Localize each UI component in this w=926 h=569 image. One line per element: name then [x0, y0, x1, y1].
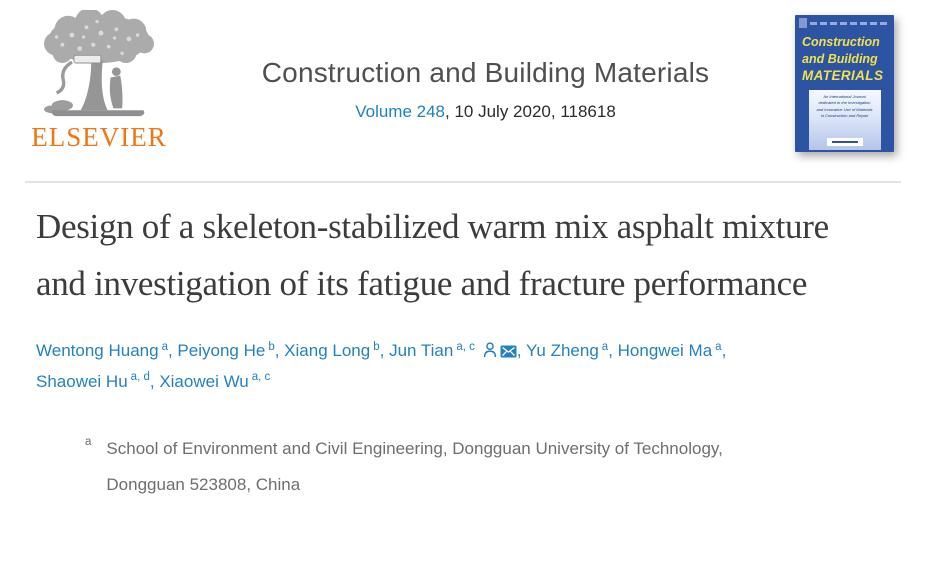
- author-separator: ,: [379, 341, 390, 361]
- header-divider: [25, 181, 901, 183]
- author-separator: ,: [274, 341, 285, 361]
- corresponding-author-email-icon[interactable]: [500, 345, 517, 358]
- elsevier-tree-icon: [44, 8, 154, 117]
- issue-date-text: , 10 July 2020, 118618: [445, 102, 616, 121]
- cover-top-bar: [795, 15, 894, 29]
- cover-journal-title: Construction and Building MATERIALS: [802, 35, 884, 83]
- volume-link[interactable]: Volume 248: [355, 102, 446, 121]
- author-separator: ,: [608, 341, 618, 361]
- elsevier-logo[interactable]: ELSEVIER: [30, 8, 168, 152]
- affiliation-a: a School of Environment and Civil Engine…: [85, 431, 785, 504]
- affiliation-text: School of Environment and Civil Engineer…: [106, 438, 723, 495]
- elsevier-wordmark[interactable]: ELSEVIER: [31, 122, 167, 152]
- journal-title-link[interactable]: Construction and Building Materials: [261, 57, 710, 88]
- author-separator: ,: [516, 341, 527, 361]
- journal-banner: ELSEVIER Construction and Building Mater…: [0, 0, 926, 181]
- article-title: Design of a skeleton-stabilized warm mix…: [36, 207, 829, 303]
- author-list: Wentong Huang a, Peiyong He b, Xiang Long b…: [36, 336, 848, 397]
- journal-cover-thumbnail[interactable]: Construction and Building MATERIALS An I…: [795, 15, 894, 152]
- journal-meta: Construction and Building Materials Volu…: [185, 57, 786, 122]
- volume-issue-line: Volume 248, 10 July 2020, 118618: [185, 102, 786, 122]
- article-head: Design of a skeleton-stabilized warm mix…: [0, 183, 926, 504]
- cover-mini-logo-icon: [799, 18, 807, 28]
- author-separator: ,: [721, 341, 727, 361]
- author-wentong-huang[interactable]: Wentong Huang a: [36, 340, 168, 361]
- affiliation-superscript: a: [85, 435, 92, 448]
- author-xiang-long[interactable]: Xiang Long b: [284, 340, 380, 361]
- author-jun-tian[interactable]: Jun Tian a, c: [389, 341, 517, 360]
- author-yu-zheng[interactable]: Yu Zheng a: [526, 340, 609, 361]
- cover-top-text-decoration: [810, 21, 889, 25]
- author-peiyong-he[interactable]: Peiyong He b: [177, 340, 275, 361]
- author-profile-icon[interactable]: [483, 342, 497, 358]
- author-separator: ,: [167, 341, 178, 361]
- author-shaowei-hu[interactable]: Shaowei Hu a, d: [36, 370, 150, 391]
- author-hongwei-ma[interactable]: Hongwei Ma a: [617, 340, 722, 361]
- cover-artwork-panel: An International Journal dedicated to th…: [808, 89, 881, 150]
- author-xiaowei-wu[interactable]: Xiaowei Wu a, c: [159, 370, 271, 391]
- cover-publisher-box: [826, 137, 863, 146]
- author-separator: ,: [149, 371, 160, 391]
- cover-tagline: An International Journal dedicated to th…: [816, 93, 873, 118]
